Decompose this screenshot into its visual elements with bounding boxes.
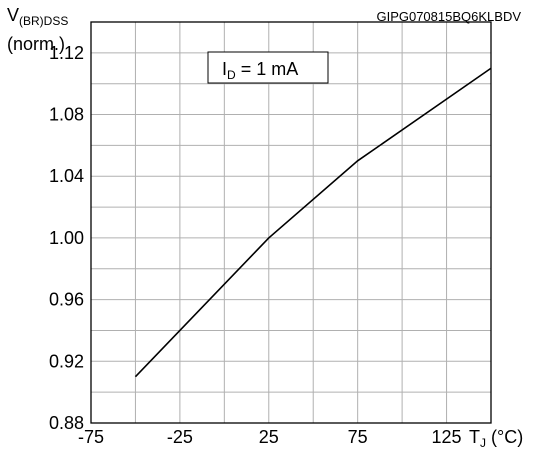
x-tick-labels: -75 -25 25 75 125: [78, 427, 462, 447]
annotation-sub: D: [227, 68, 236, 82]
y-tick-label: 1.12: [49, 43, 84, 63]
figure-code-label: GIPG070815BQ6KLBDV: [376, 9, 521, 24]
x-tick-label: 125: [432, 427, 462, 447]
y-tick-label: 1.08: [49, 105, 84, 125]
y-axis-label-main: V: [7, 5, 19, 25]
x-tick-label: -25: [167, 427, 193, 447]
x-axis-label-sub: J: [480, 436, 486, 450]
series-group: [134, 67, 492, 378]
annotation-value: = 1 mA: [236, 59, 299, 79]
y-tick-labels: 0.88 0.92 0.96 1.00 1.04 1.08 1.12: [49, 43, 84, 433]
y-axis-unit: (norm.): [7, 34, 65, 54]
y-tick-label: 1.00: [49, 228, 84, 248]
series-line: [134, 67, 492, 378]
x-axis-label-main: T: [469, 427, 480, 447]
x-axis-label: TJ (°C): [469, 427, 523, 450]
y-tick-label: 0.96: [49, 290, 84, 310]
y-tick-label: 0.88: [49, 413, 84, 433]
y-axis-label-sub: (BR)DSS: [19, 14, 68, 28]
x-tick-label: -75: [78, 427, 104, 447]
plot-frame: [90, 21, 492, 424]
y-tick-label: 0.92: [49, 351, 84, 371]
y-tick-label: 1.04: [49, 166, 84, 186]
x-axis-label-unit: (°C): [486, 427, 523, 447]
annotation-box: [207, 51, 329, 84]
x-tick-label: 75: [348, 427, 368, 447]
x-tick-label: 25: [259, 427, 279, 447]
annotation-label: ID = 1 mA: [222, 59, 298, 82]
annotation-main: I: [222, 59, 227, 79]
y-axis-label: V(BR)DSS: [7, 5, 68, 28]
grid-lines: [91, 22, 491, 423]
